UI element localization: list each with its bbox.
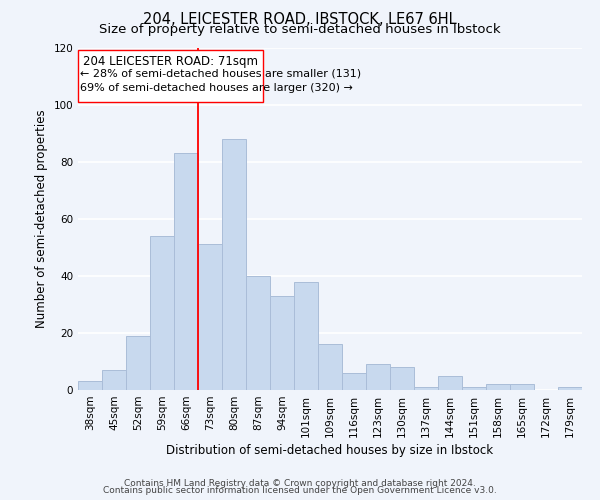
Text: ← 28% of semi-detached houses are smaller (131): ← 28% of semi-detached houses are smalle… (80, 69, 362, 79)
Bar (486, 384, 510, 390)
Bar (270, 296, 294, 390)
Text: 204, LEICESTER ROAD, IBSTOCK, LE67 6HL: 204, LEICESTER ROAD, IBSTOCK, LE67 6HL (143, 12, 457, 28)
Y-axis label: Number of semi-detached properties: Number of semi-detached properties (35, 110, 48, 328)
Bar (198, 244, 222, 390)
Bar (318, 344, 342, 390)
Text: 69% of semi-detached houses are larger (320) →: 69% of semi-detached houses are larger (… (80, 83, 353, 93)
Bar (126, 336, 150, 390)
Bar (150, 236, 174, 390)
Bar (510, 384, 534, 390)
Bar (366, 364, 390, 390)
X-axis label: Distribution of semi-detached houses by size in Ibstock: Distribution of semi-detached houses by … (166, 444, 494, 457)
Bar (102, 370, 126, 390)
Bar (342, 373, 366, 390)
Bar (390, 367, 414, 390)
Text: Size of property relative to semi-detached houses in Ibstock: Size of property relative to semi-detach… (99, 22, 501, 36)
Bar (462, 387, 486, 390)
Bar (294, 282, 318, 390)
Bar (438, 376, 462, 390)
Bar (222, 139, 246, 390)
Text: Contains public sector information licensed under the Open Government Licence v3: Contains public sector information licen… (103, 486, 497, 495)
Bar (558, 387, 582, 390)
Bar (174, 153, 198, 390)
FancyBboxPatch shape (78, 50, 263, 102)
Text: Contains HM Land Registry data © Crown copyright and database right 2024.: Contains HM Land Registry data © Crown c… (124, 478, 476, 488)
Bar (414, 387, 438, 390)
Text: 204 LEICESTER ROAD: 71sqm: 204 LEICESTER ROAD: 71sqm (83, 54, 258, 68)
Bar (246, 276, 270, 390)
Bar (78, 382, 102, 390)
